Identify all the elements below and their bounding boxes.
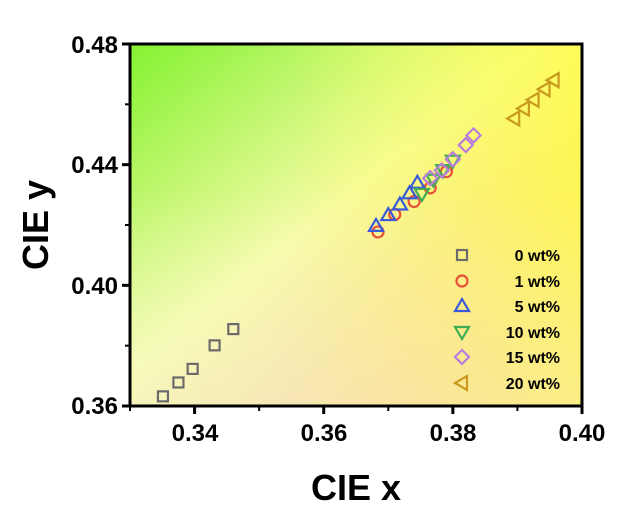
legend-marker (455, 274, 469, 288)
data-point (421, 169, 439, 187)
data-point (408, 173, 427, 189)
legend: 0 wt% 1 wt% 5 wt% 10 wt% 15 wt% 20 wt% (452, 248, 560, 393)
y-tick-label: 0.40 (71, 273, 118, 300)
plot-background (130, 44, 582, 406)
y-axis-title: CIE y (15, 180, 56, 270)
data-point (514, 99, 530, 118)
data-point (412, 187, 431, 204)
data-point (172, 376, 185, 389)
legend-marker (452, 374, 469, 392)
plot-gradient-haze (130, 44, 582, 406)
data-point (379, 205, 398, 222)
legend-marker (453, 325, 471, 342)
data-point (208, 339, 221, 352)
data-point (156, 390, 170, 403)
legend-marker-shape (453, 348, 471, 366)
legend-marker-shape (453, 296, 471, 313)
data-point (400, 184, 419, 200)
legend-label: 15 wt% (506, 350, 560, 367)
x-axis-title: CIE x (311, 467, 401, 508)
data-point (457, 136, 475, 154)
legend-marker-shape (455, 274, 469, 288)
legend-label: 20 wt% (506, 376, 560, 393)
legend-label: 0 wt% (515, 248, 560, 265)
data-marks (156, 71, 560, 403)
series-15-wt (421, 126, 483, 187)
data-point (433, 161, 451, 179)
data-point (524, 90, 540, 109)
data-point (535, 80, 551, 99)
y-tick-label: 0.44 (71, 152, 118, 179)
data-point (390, 195, 409, 211)
y-tick-label: 0.36 (71, 393, 118, 420)
legend-marker-shape (452, 374, 469, 392)
data-point (464, 126, 483, 144)
legend-label: 1 wt% (515, 274, 560, 291)
x-tick-label: 0.34 (172, 420, 219, 447)
y-tick-label: 0.48 (71, 32, 118, 59)
data-point (544, 71, 560, 90)
y-tick-labels: 0.36 0.40 0.44 0.48 (71, 32, 118, 420)
series-5-wt (367, 173, 427, 233)
x-tick-labels: 0.34 0.36 0.38 0.40 (172, 420, 606, 447)
legend-marker (453, 296, 471, 313)
series-0-wt (156, 322, 240, 403)
data-point (444, 150, 462, 168)
x-tick-label: 0.40 (559, 420, 606, 447)
legend-marker-shape (453, 325, 471, 342)
legend-marker (455, 248, 469, 262)
data-point (367, 216, 385, 233)
x-tick-label: 0.36 (301, 420, 348, 447)
x-tick-label: 0.38 (430, 420, 477, 447)
legend-label: 10 wt% (506, 325, 560, 342)
data-point (505, 109, 521, 128)
legend-marker-shape (455, 248, 469, 262)
legend-marker (453, 348, 471, 366)
data-point (186, 362, 199, 375)
axis-ticks (122, 42, 584, 414)
data-point (227, 322, 240, 336)
legend-label: 5 wt% (515, 299, 560, 316)
series-20-wt (505, 71, 560, 128)
